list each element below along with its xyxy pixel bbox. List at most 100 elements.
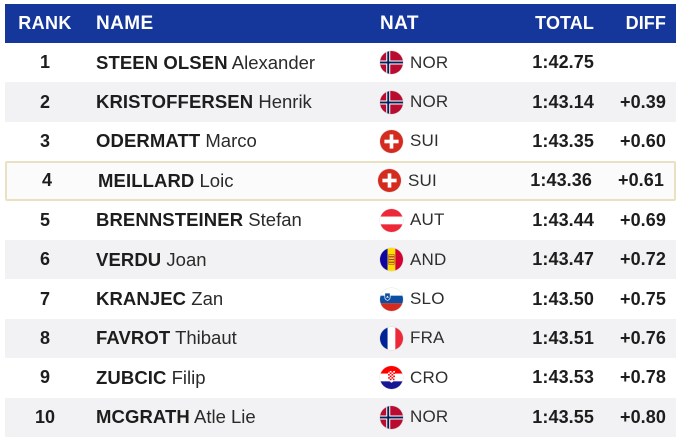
cell-rank: 5 <box>39 209 50 230</box>
cell-nat: AUT <box>374 208 492 232</box>
flag-norway-icon <box>380 405 403 429</box>
cell-diff: +0.39 <box>619 91 666 112</box>
table-row[interactable]: 9 ZUBCIC Filip CRO 1:43.53 +0.78 <box>5 358 676 398</box>
nat-code: AND <box>410 249 447 269</box>
cell-nat: AND <box>374 248 492 272</box>
cell-name: KRANJEC Zan <box>85 288 374 310</box>
cell-nat: SUI <box>372 169 490 193</box>
athlete-lastname: STEEN OLSEN <box>96 51 228 73</box>
nat-code: NOR <box>410 407 449 427</box>
nat-code: SLO <box>410 289 445 309</box>
table-row[interactable]: 10 MCGRATH Atle Lie NOR 1:43.55 +0.80 <box>5 397 676 437</box>
athlete-firstname: Joan <box>161 248 207 270</box>
athlete-lastname: BRENNSTEINER <box>96 209 244 231</box>
cell-name: STEEN OLSEN Alexander <box>85 52 374 74</box>
flag-croatia-icon <box>380 366 403 390</box>
cell-nat: NOR <box>374 405 492 429</box>
nat-code: AUT <box>410 210 445 230</box>
table-row[interactable]: 2 KRISTOFFERSEN Henrik NOR 1:43.14 +0.39 <box>5 82 676 122</box>
cell-rank: 1 <box>39 52 50 73</box>
cell-name: VERDU Joan <box>85 249 374 271</box>
athlete-firstname: Atle Lie <box>189 406 256 428</box>
athlete-lastname: FAVROT <box>96 327 171 349</box>
cell-total: 1:42.75 <box>532 52 594 73</box>
cell-nat: CRO <box>374 366 492 390</box>
table-header-row: RANK NAME NAT TOTAL DIFF <box>5 4 676 43</box>
cell-name: ZUBCIC Filip <box>85 367 374 389</box>
flag-switzerland-icon <box>378 169 401 193</box>
cell-rank: 8 <box>39 327 50 348</box>
cell-rank: 9 <box>39 367 50 388</box>
cell-name: BRENNSTEINER Stefan <box>85 209 374 231</box>
cell-total: 1:43.47 <box>532 249 594 270</box>
cell-total: 1:43.53 <box>532 367 594 388</box>
flag-slovenia-icon <box>380 287 403 311</box>
cell-diff: +0.60 <box>619 130 666 151</box>
table-row[interactable]: 4 MEILLARD Loic SUI 1:43.36 +0.61 <box>5 161 676 201</box>
flag-andorra-icon <box>380 248 403 272</box>
flag-austria-icon <box>380 208 403 232</box>
cell-total: 1:43.51 <box>532 327 594 348</box>
cell-rank: 6 <box>39 249 50 270</box>
cell-diff: +0.72 <box>619 249 666 270</box>
column-header-total: TOTAL <box>535 13 594 33</box>
athlete-lastname: MCGRATH <box>96 406 190 428</box>
nat-code: SUI <box>410 131 439 151</box>
column-header-diff: DIFF <box>625 13 666 33</box>
athlete-lastname: ZUBCIC <box>96 366 167 388</box>
athlete-firstname: Filip <box>166 366 206 388</box>
athlete-lastname: KRANJEC <box>96 288 187 310</box>
cell-total: 1:43.44 <box>532 209 594 230</box>
cell-nat: NOR <box>374 90 492 114</box>
nat-code: FRA <box>410 328 445 348</box>
cell-nat: SLO <box>374 287 492 311</box>
cell-total: 1:43.55 <box>532 406 594 427</box>
cell-diff: +0.76 <box>619 327 666 348</box>
table-row[interactable]: 3 ODERMATT Marco SUI 1:43.35 +0.60 <box>5 121 676 162</box>
cell-total: 1:43.35 <box>532 130 594 151</box>
cell-name: MEILLARD Loic <box>87 170 372 192</box>
table-row[interactable]: 6 VERDU Joan AND 1:43.47 +0.72 <box>5 239 676 280</box>
table-row[interactable]: 7 KRANJEC Zan SLO 1:43.50 +0.75 <box>5 279 676 319</box>
cell-diff: +0.69 <box>619 209 666 230</box>
athlete-firstname: Loic <box>194 169 234 191</box>
cell-diff: +0.78 <box>619 367 666 388</box>
athlete-lastname: KRISTOFFERSEN <box>96 91 254 113</box>
table-row[interactable]: 5 BRENNSTEINER Stefan AUT 1:43.44 +0.69 <box>5 200 676 240</box>
column-header-name: NAME <box>96 12 154 34</box>
table-row[interactable]: 8 FAVROT Thibaut FRA 1:43.51 +0.76 <box>5 318 676 359</box>
cell-rank: 10 <box>34 406 56 427</box>
cell-rank: 7 <box>39 288 50 309</box>
cell-total: 1:43.50 <box>532 288 594 309</box>
nat-code: NOR <box>410 52 449 72</box>
table-row[interactable]: 1 STEEN OLSEN Alexander NOR 1:42.75 <box>5 43 676 83</box>
athlete-firstname: Marco <box>200 130 257 152</box>
flag-norway-icon <box>380 51 403 75</box>
athlete-lastname: MEILLARD <box>98 169 195 191</box>
athlete-firstname: Zan <box>186 288 224 310</box>
cell-nat: FRA <box>374 326 492 350</box>
nat-code: NOR <box>410 92 449 112</box>
cell-total: 1:43.36 <box>530 170 592 191</box>
cell-name: FAVROT Thibaut <box>85 327 374 349</box>
cell-rank: 2 <box>39 91 50 112</box>
athlete-firstname: Henrik <box>253 91 312 113</box>
cell-diff: +0.75 <box>619 288 666 309</box>
cell-diff: +0.80 <box>619 406 666 427</box>
flag-switzerland-icon <box>380 129 403 153</box>
cell-total: 1:43.14 <box>532 91 594 112</box>
cell-rank: 3 <box>39 130 50 151</box>
athlete-lastname: ODERMATT <box>96 130 201 152</box>
flag-france-icon <box>380 326 403 350</box>
athlete-firstname: Thibaut <box>170 327 237 349</box>
results-rows: 1 STEEN OLSEN Alexander NOR 1:42.75 2 KRISTO… <box>5 43 676 437</box>
cell-diff: +0.61 <box>617 170 664 191</box>
nat-code: SUI <box>408 170 437 190</box>
column-header-nat: NAT <box>380 12 419 34</box>
athlete-lastname: VERDU <box>96 248 162 270</box>
flag-norway-icon <box>380 90 403 114</box>
cell-name: ODERMATT Marco <box>85 130 374 152</box>
cell-nat: NOR <box>374 51 492 75</box>
nat-code: CRO <box>410 367 449 387</box>
